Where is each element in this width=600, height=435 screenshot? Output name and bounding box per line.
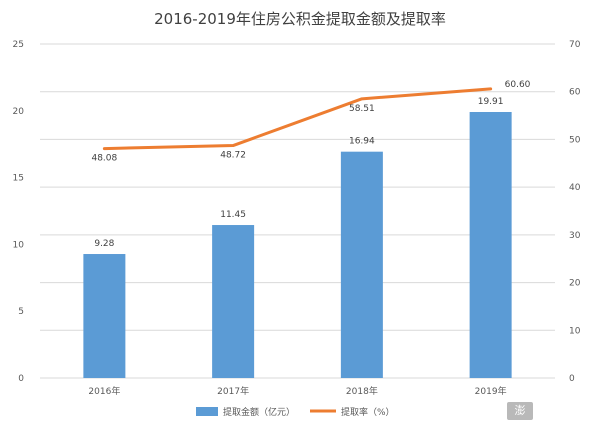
line-data-label: 60.60 — [505, 80, 531, 90]
y-right-tick-label: 40 — [569, 183, 581, 193]
chart-title: 2016-2019年住房公积金提取金额及提取率 — [154, 10, 446, 28]
y-right-tick-label: 0 — [569, 374, 575, 384]
y-right-tick-label: 10 — [569, 326, 581, 336]
bar — [83, 254, 126, 378]
bar-data-label: 11.45 — [220, 210, 246, 220]
y-left-tick-label: 10 — [13, 240, 25, 250]
x-tick-label: 2017年 — [217, 385, 249, 397]
line-data-label: 48.72 — [220, 151, 246, 161]
bar-data-label: 19.91 — [478, 97, 504, 107]
bar-data-label: 16.94 — [349, 137, 375, 147]
bar-data-label: 9.28 — [94, 239, 114, 249]
x-tick-label: 2018年 — [346, 385, 378, 397]
watermark-logo: 澎 — [507, 402, 533, 420]
line-data-label: 58.51 — [349, 104, 375, 114]
y-left-tick-label: 0 — [18, 374, 24, 384]
y-left-tick-label: 25 — [13, 40, 24, 50]
bar — [340, 151, 383, 378]
y-right-tick-label: 30 — [569, 231, 581, 241]
y-left-tick-label: 20 — [13, 107, 25, 117]
bar — [469, 112, 512, 378]
legend-line-label: 提取率（%） — [341, 406, 395, 418]
y-right-tick-label: 20 — [569, 279, 581, 289]
y-right-tick-label: 70 — [569, 40, 581, 50]
y-left-tick-label: 5 — [18, 307, 24, 317]
x-tick-label: 2016年 — [88, 385, 120, 397]
line-data-label: 48.08 — [91, 154, 117, 164]
y-left-tick-label: 15 — [13, 174, 24, 184]
bar — [212, 225, 255, 378]
y-right-tick-label: 50 — [569, 135, 581, 145]
line-series — [102, 87, 493, 151]
x-tick-label: 2019年 — [475, 385, 507, 397]
legend-bar-swatch — [196, 407, 218, 416]
legend-bar-label: 提取金额（亿元） — [223, 406, 295, 418]
y-right-tick-label: 60 — [569, 88, 581, 98]
